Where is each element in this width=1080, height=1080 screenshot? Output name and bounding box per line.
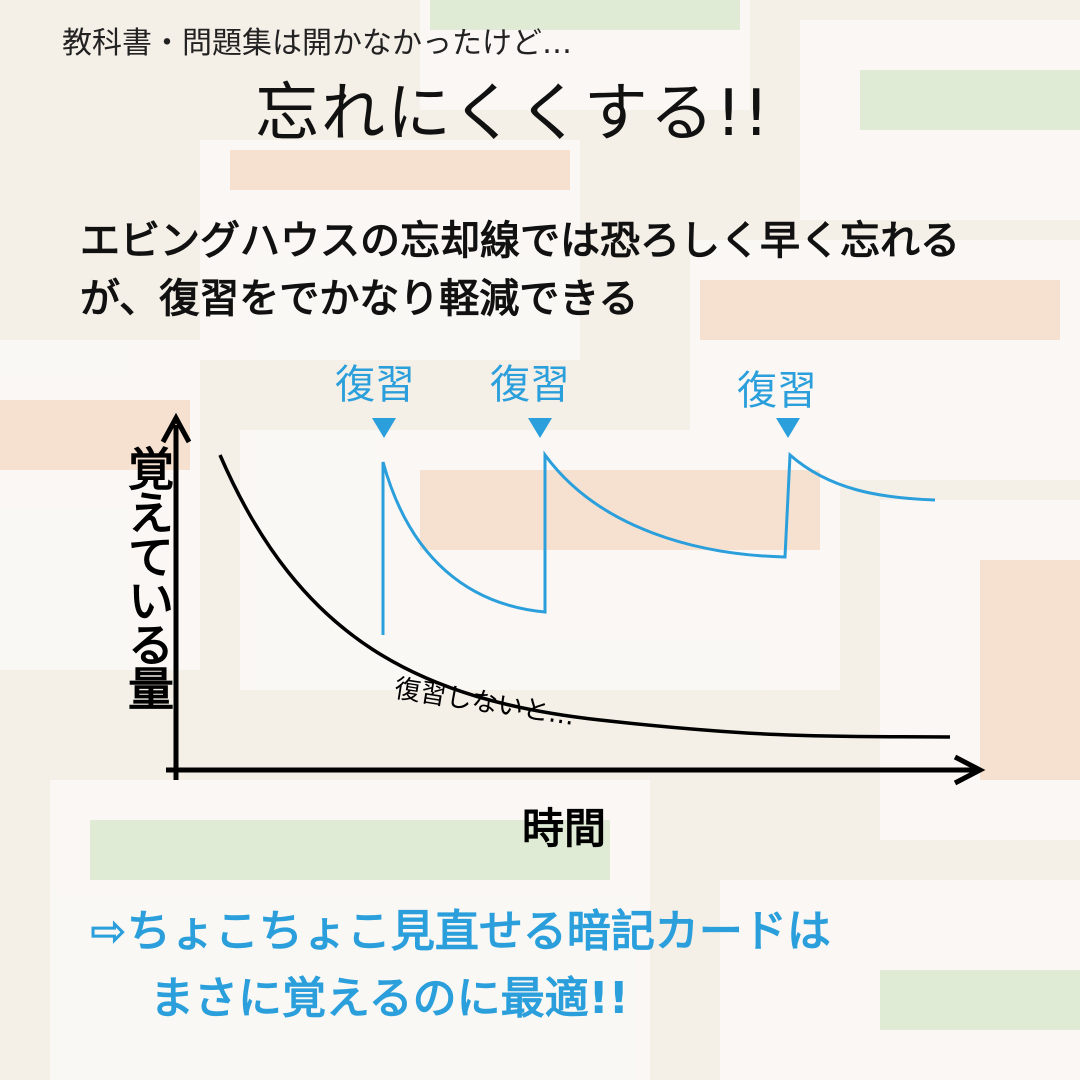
review-label-1: 復習 — [335, 362, 415, 408]
review-marker-2 — [528, 418, 552, 438]
y-axis-arrowhead — [160, 412, 192, 444]
x-axis-arrowhead — [953, 754, 986, 786]
y-axis-label: 覚えている量 — [121, 445, 175, 709]
review-marker-1 — [372, 418, 396, 438]
no-review-curve — [218, 454, 951, 739]
review-label-2: 復習 — [490, 362, 570, 408]
x-axis-label: 時間 — [522, 804, 607, 853]
lead-line-2: が、復習をでかなり軽減できる — [80, 276, 639, 322]
subtitle: 教科書・問題集は開かなかったけど… — [62, 26, 572, 61]
lead-line-1: エビングハウスの忘却線では恐ろしく早く忘れる — [80, 218, 960, 264]
page-title: 忘れにくくする!! — [255, 77, 772, 151]
conclusion-line-1: ⇨ちょこちょこ見直せる暗記カードは — [90, 906, 831, 957]
review-label-3: 復習 — [737, 368, 817, 414]
review-marker-3 — [776, 418, 800, 438]
review-curve — [381, 450, 936, 635]
conclusion-line-2: まさに覚えるのに最適!! — [150, 973, 629, 1024]
